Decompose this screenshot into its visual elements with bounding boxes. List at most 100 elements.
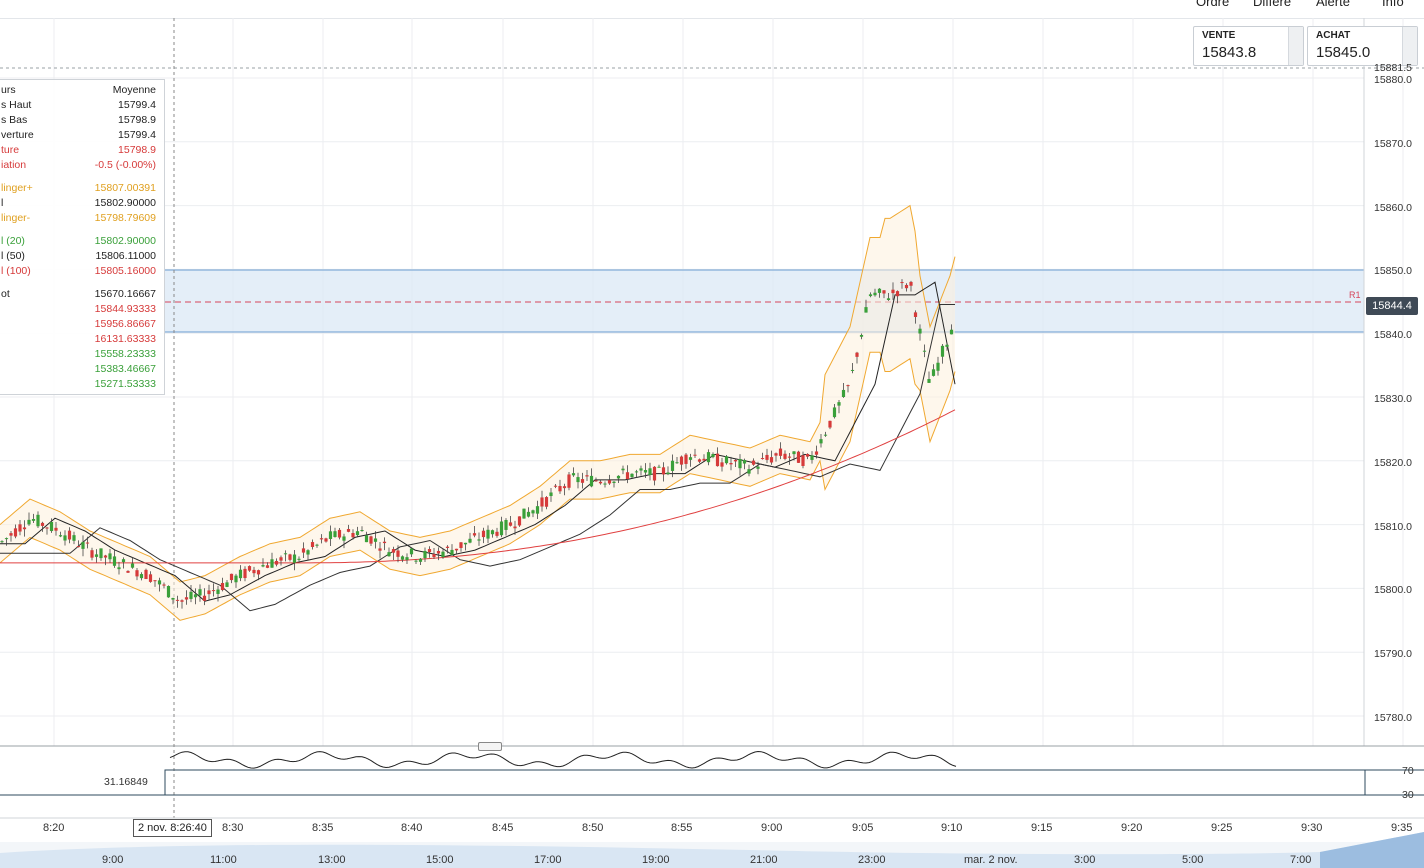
candle-body bbox=[292, 554, 297, 563]
candle-body bbox=[756, 466, 760, 469]
deferred-order-button[interactable]: Différé bbox=[1253, 0, 1292, 9]
candle-body bbox=[4, 538, 9, 540]
candle-body bbox=[625, 472, 630, 480]
y-axis-tick: 15780.0 bbox=[1374, 712, 1412, 724]
candle-body bbox=[652, 466, 657, 481]
candle-body bbox=[328, 531, 333, 539]
candle-body bbox=[342, 536, 346, 541]
candle-body bbox=[603, 483, 607, 485]
candle-body bbox=[774, 453, 778, 456]
candle-body bbox=[751, 460, 756, 465]
panel-row-value: 15798.79609 bbox=[94, 212, 156, 224]
x-axis-tick: 8:55 bbox=[671, 822, 693, 834]
panel-row-value: 15558.23333 bbox=[94, 348, 156, 360]
panel-row-value: 15799.4 bbox=[118, 99, 156, 111]
candle-body bbox=[562, 486, 567, 489]
x-axis-tick: 8:45 bbox=[492, 822, 514, 834]
candle-body bbox=[270, 559, 274, 568]
candle-body bbox=[81, 541, 85, 549]
candle-body bbox=[247, 566, 252, 571]
candle-body bbox=[193, 594, 198, 598]
candle-body bbox=[405, 557, 409, 560]
candle-body bbox=[18, 524, 22, 532]
candle-body bbox=[58, 535, 63, 537]
candle-body bbox=[346, 529, 351, 532]
candle-body bbox=[432, 554, 436, 558]
candle-body bbox=[76, 546, 81, 548]
order-button[interactable]: Ordre bbox=[1196, 0, 1230, 9]
candle-body bbox=[589, 475, 594, 487]
candle-body bbox=[27, 519, 31, 525]
y-axis-tick: 15820.0 bbox=[1374, 456, 1412, 469]
candle-body bbox=[697, 459, 702, 462]
panel-row-value: 15798.9 bbox=[118, 144, 156, 156]
candle-body bbox=[522, 508, 526, 519]
candle-body bbox=[945, 344, 949, 347]
x-axis-tick: 9:15 bbox=[1031, 822, 1053, 834]
info-button[interactable]: Info bbox=[1382, 0, 1404, 9]
x-axis-tick: 9:05 bbox=[852, 822, 874, 834]
alert-button[interactable]: Alerte bbox=[1316, 0, 1350, 9]
candle-body bbox=[225, 582, 229, 587]
y-axis-tick: 15860.0 bbox=[1374, 201, 1412, 214]
candle-body bbox=[729, 463, 733, 465]
sell-quote-box[interactable]: VENTE 15843.8 bbox=[1193, 26, 1304, 66]
panel-row-value: 15271.53333 bbox=[94, 378, 156, 390]
candle-body bbox=[450, 549, 454, 555]
candle-body bbox=[801, 455, 805, 466]
candle-body bbox=[486, 529, 490, 539]
rsi-value: 31.16849 bbox=[104, 776, 148, 788]
candle-body bbox=[459, 542, 463, 548]
candle-body bbox=[369, 536, 373, 544]
panel-row: l (20) 15802.90000 bbox=[0, 235, 162, 249]
candle-body bbox=[499, 521, 504, 536]
candle-body bbox=[238, 569, 243, 579]
crosshair-time-label: 2 nov. 8:26:40 bbox=[133, 819, 212, 837]
candle-body bbox=[256, 570, 261, 575]
panel-row: iation -0.5 (-0.00%) bbox=[0, 159, 162, 173]
y-axis-top-label: 15881.5 bbox=[1374, 62, 1412, 74]
candle-body bbox=[198, 589, 202, 596]
sell-label: VENTE bbox=[1202, 30, 1236, 41]
panel-row-label: s Bas bbox=[1, 114, 28, 126]
rsi-line bbox=[169, 750, 957, 769]
buy-quote-box[interactable]: ACHAT 15845.0 bbox=[1307, 26, 1418, 66]
candle-body bbox=[67, 530, 72, 540]
candle-body bbox=[688, 457, 693, 460]
candle-body bbox=[949, 329, 954, 335]
candle-body bbox=[580, 479, 585, 483]
x-axis-tick: 9:30 bbox=[1301, 822, 1323, 834]
timeline-area bbox=[0, 832, 1424, 868]
candle-body bbox=[576, 477, 580, 483]
candle-body bbox=[265, 565, 270, 568]
candle-body bbox=[243, 568, 247, 579]
candle-body bbox=[792, 451, 796, 455]
panel-header-row: urs Moyenne bbox=[0, 84, 162, 98]
candle-body bbox=[805, 453, 810, 457]
candle-body bbox=[922, 350, 927, 352]
x-axis-tick: 8:35 bbox=[312, 822, 334, 834]
candle-body bbox=[747, 469, 751, 474]
candle-body bbox=[184, 597, 189, 600]
candle-body bbox=[463, 542, 468, 545]
pane-resize-handle[interactable] bbox=[478, 742, 502, 751]
candle-body bbox=[733, 459, 738, 462]
candle-body bbox=[837, 402, 841, 406]
candle-body bbox=[634, 471, 639, 473]
bollinger-upper bbox=[0, 204, 956, 583]
candle-body bbox=[873, 292, 877, 296]
candle-body bbox=[139, 574, 144, 579]
y-axis-tick: 15810.0 bbox=[1374, 520, 1412, 533]
moving-average-20 bbox=[0, 281, 956, 602]
candle-body bbox=[904, 284, 909, 289]
y-axis-tick: 15790.0 bbox=[1374, 648, 1412, 661]
candle-body bbox=[517, 516, 522, 526]
panel-row-label: l (100) bbox=[1, 265, 31, 277]
buy-price: 15845.0 bbox=[1316, 44, 1371, 61]
candle-body bbox=[891, 289, 895, 294]
candle-body bbox=[675, 462, 679, 464]
candle-body bbox=[391, 549, 396, 553]
candle-body bbox=[171, 597, 175, 600]
panel-row-value: 15383.46667 bbox=[94, 363, 156, 375]
